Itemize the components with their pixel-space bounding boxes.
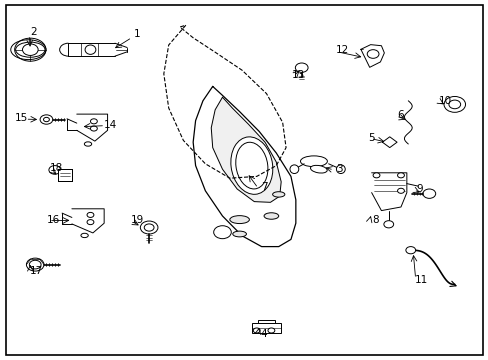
Circle shape: [213, 226, 231, 239]
Bar: [58, 169, 72, 181]
Text: 4: 4: [260, 329, 267, 339]
Ellipse shape: [272, 192, 284, 197]
Circle shape: [90, 119, 97, 124]
Text: 13: 13: [291, 70, 305, 80]
Text: 18: 18: [50, 163, 63, 174]
Polygon shape: [382, 137, 396, 148]
Text: 12: 12: [335, 45, 348, 55]
Text: 5: 5: [367, 132, 374, 143]
Circle shape: [267, 328, 274, 333]
Circle shape: [253, 328, 260, 333]
Text: 1: 1: [133, 29, 140, 39]
Polygon shape: [72, 209, 104, 233]
Ellipse shape: [81, 233, 88, 238]
Text: 8: 8: [371, 215, 378, 225]
Circle shape: [383, 221, 393, 228]
Circle shape: [448, 100, 460, 109]
Ellipse shape: [84, 142, 92, 146]
Circle shape: [443, 96, 465, 112]
Polygon shape: [193, 86, 295, 247]
Ellipse shape: [300, 156, 327, 167]
Ellipse shape: [310, 165, 326, 173]
Circle shape: [22, 44, 38, 55]
Text: 11: 11: [414, 275, 427, 285]
Circle shape: [87, 212, 94, 217]
Ellipse shape: [232, 231, 246, 237]
Text: 7: 7: [260, 182, 267, 192]
Circle shape: [140, 221, 158, 234]
Circle shape: [397, 188, 404, 193]
Bar: [251, 323, 281, 333]
Ellipse shape: [85, 45, 96, 54]
Text: 2: 2: [30, 27, 37, 37]
Polygon shape: [360, 45, 384, 67]
Text: 6: 6: [397, 110, 404, 120]
Polygon shape: [77, 114, 107, 141]
Text: 15: 15: [15, 113, 28, 123]
Circle shape: [15, 38, 46, 61]
Text: 10: 10: [438, 96, 450, 106]
Circle shape: [422, 189, 435, 198]
Polygon shape: [211, 97, 281, 202]
Text: 14: 14: [103, 120, 117, 130]
Circle shape: [405, 247, 415, 254]
Circle shape: [40, 115, 53, 124]
Ellipse shape: [336, 165, 345, 174]
Polygon shape: [371, 173, 406, 211]
Circle shape: [144, 224, 154, 231]
Ellipse shape: [289, 165, 298, 174]
Circle shape: [26, 258, 44, 271]
Ellipse shape: [235, 142, 267, 189]
Ellipse shape: [229, 216, 249, 224]
Circle shape: [49, 166, 61, 174]
Ellipse shape: [264, 213, 278, 219]
Circle shape: [372, 173, 379, 178]
Text: 17: 17: [29, 266, 43, 276]
Text: 9: 9: [415, 184, 422, 194]
Text: 19: 19: [131, 215, 144, 225]
Text: 3: 3: [336, 164, 343, 174]
Circle shape: [397, 173, 404, 178]
Ellipse shape: [230, 137, 272, 194]
Circle shape: [87, 220, 94, 225]
Circle shape: [295, 63, 307, 72]
Text: 16: 16: [47, 215, 61, 225]
Circle shape: [43, 117, 49, 122]
Circle shape: [90, 126, 97, 131]
Circle shape: [366, 50, 378, 58]
Bar: [257, 320, 274, 323]
Circle shape: [29, 260, 41, 269]
